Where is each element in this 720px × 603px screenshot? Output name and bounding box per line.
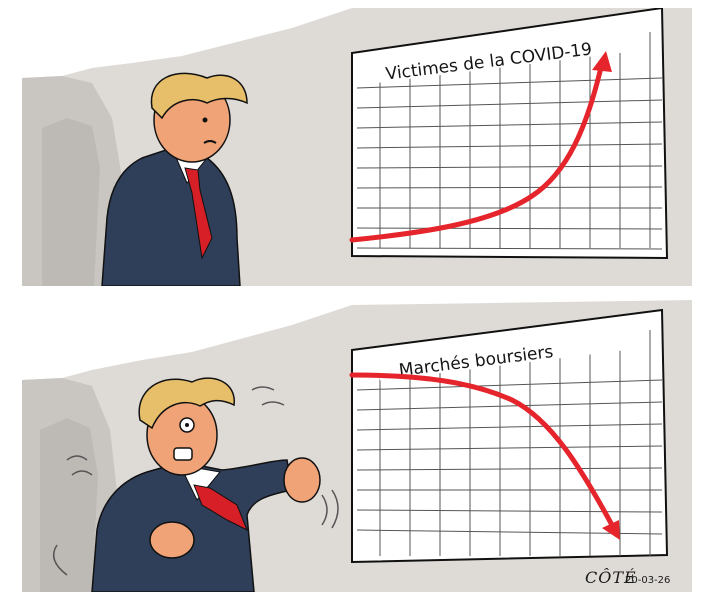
suit <box>91 459 293 592</box>
hand-left <box>149 521 195 559</box>
panel-bottom: Marchés boursiers <box>22 300 692 592</box>
chart-board: Marchés boursiers <box>349 308 669 564</box>
hair <box>138 377 235 430</box>
panel-top: Victimes de la COVID-19 <box>22 8 692 286</box>
panel-top-illustration: Victimes de la COVID-19 <box>22 8 692 286</box>
chart-grid <box>356 330 663 556</box>
tie <box>193 484 248 532</box>
tie <box>184 167 213 260</box>
artist-signature: CÔTÉ <box>585 568 637 587</box>
panel-bottom-illustration: Marchés boursiers <box>22 300 692 592</box>
figure-shadow <box>40 418 98 592</box>
falling-curve <box>349 372 615 528</box>
chart-board: Victimes de la COVID-19 <box>349 8 669 260</box>
hair <box>150 72 248 120</box>
chart-grid <box>356 32 663 250</box>
figure-shadow <box>42 118 100 286</box>
figure-worried <box>101 72 248 286</box>
motion-lines <box>52 386 339 576</box>
arrow-down-icon <box>602 520 620 540</box>
arrow-up-icon <box>592 51 612 72</box>
rising-curve <box>349 60 605 243</box>
figure-panicking <box>52 377 339 592</box>
hand-right <box>283 457 321 503</box>
signature-date: 20-03-26 <box>625 575 671 586</box>
